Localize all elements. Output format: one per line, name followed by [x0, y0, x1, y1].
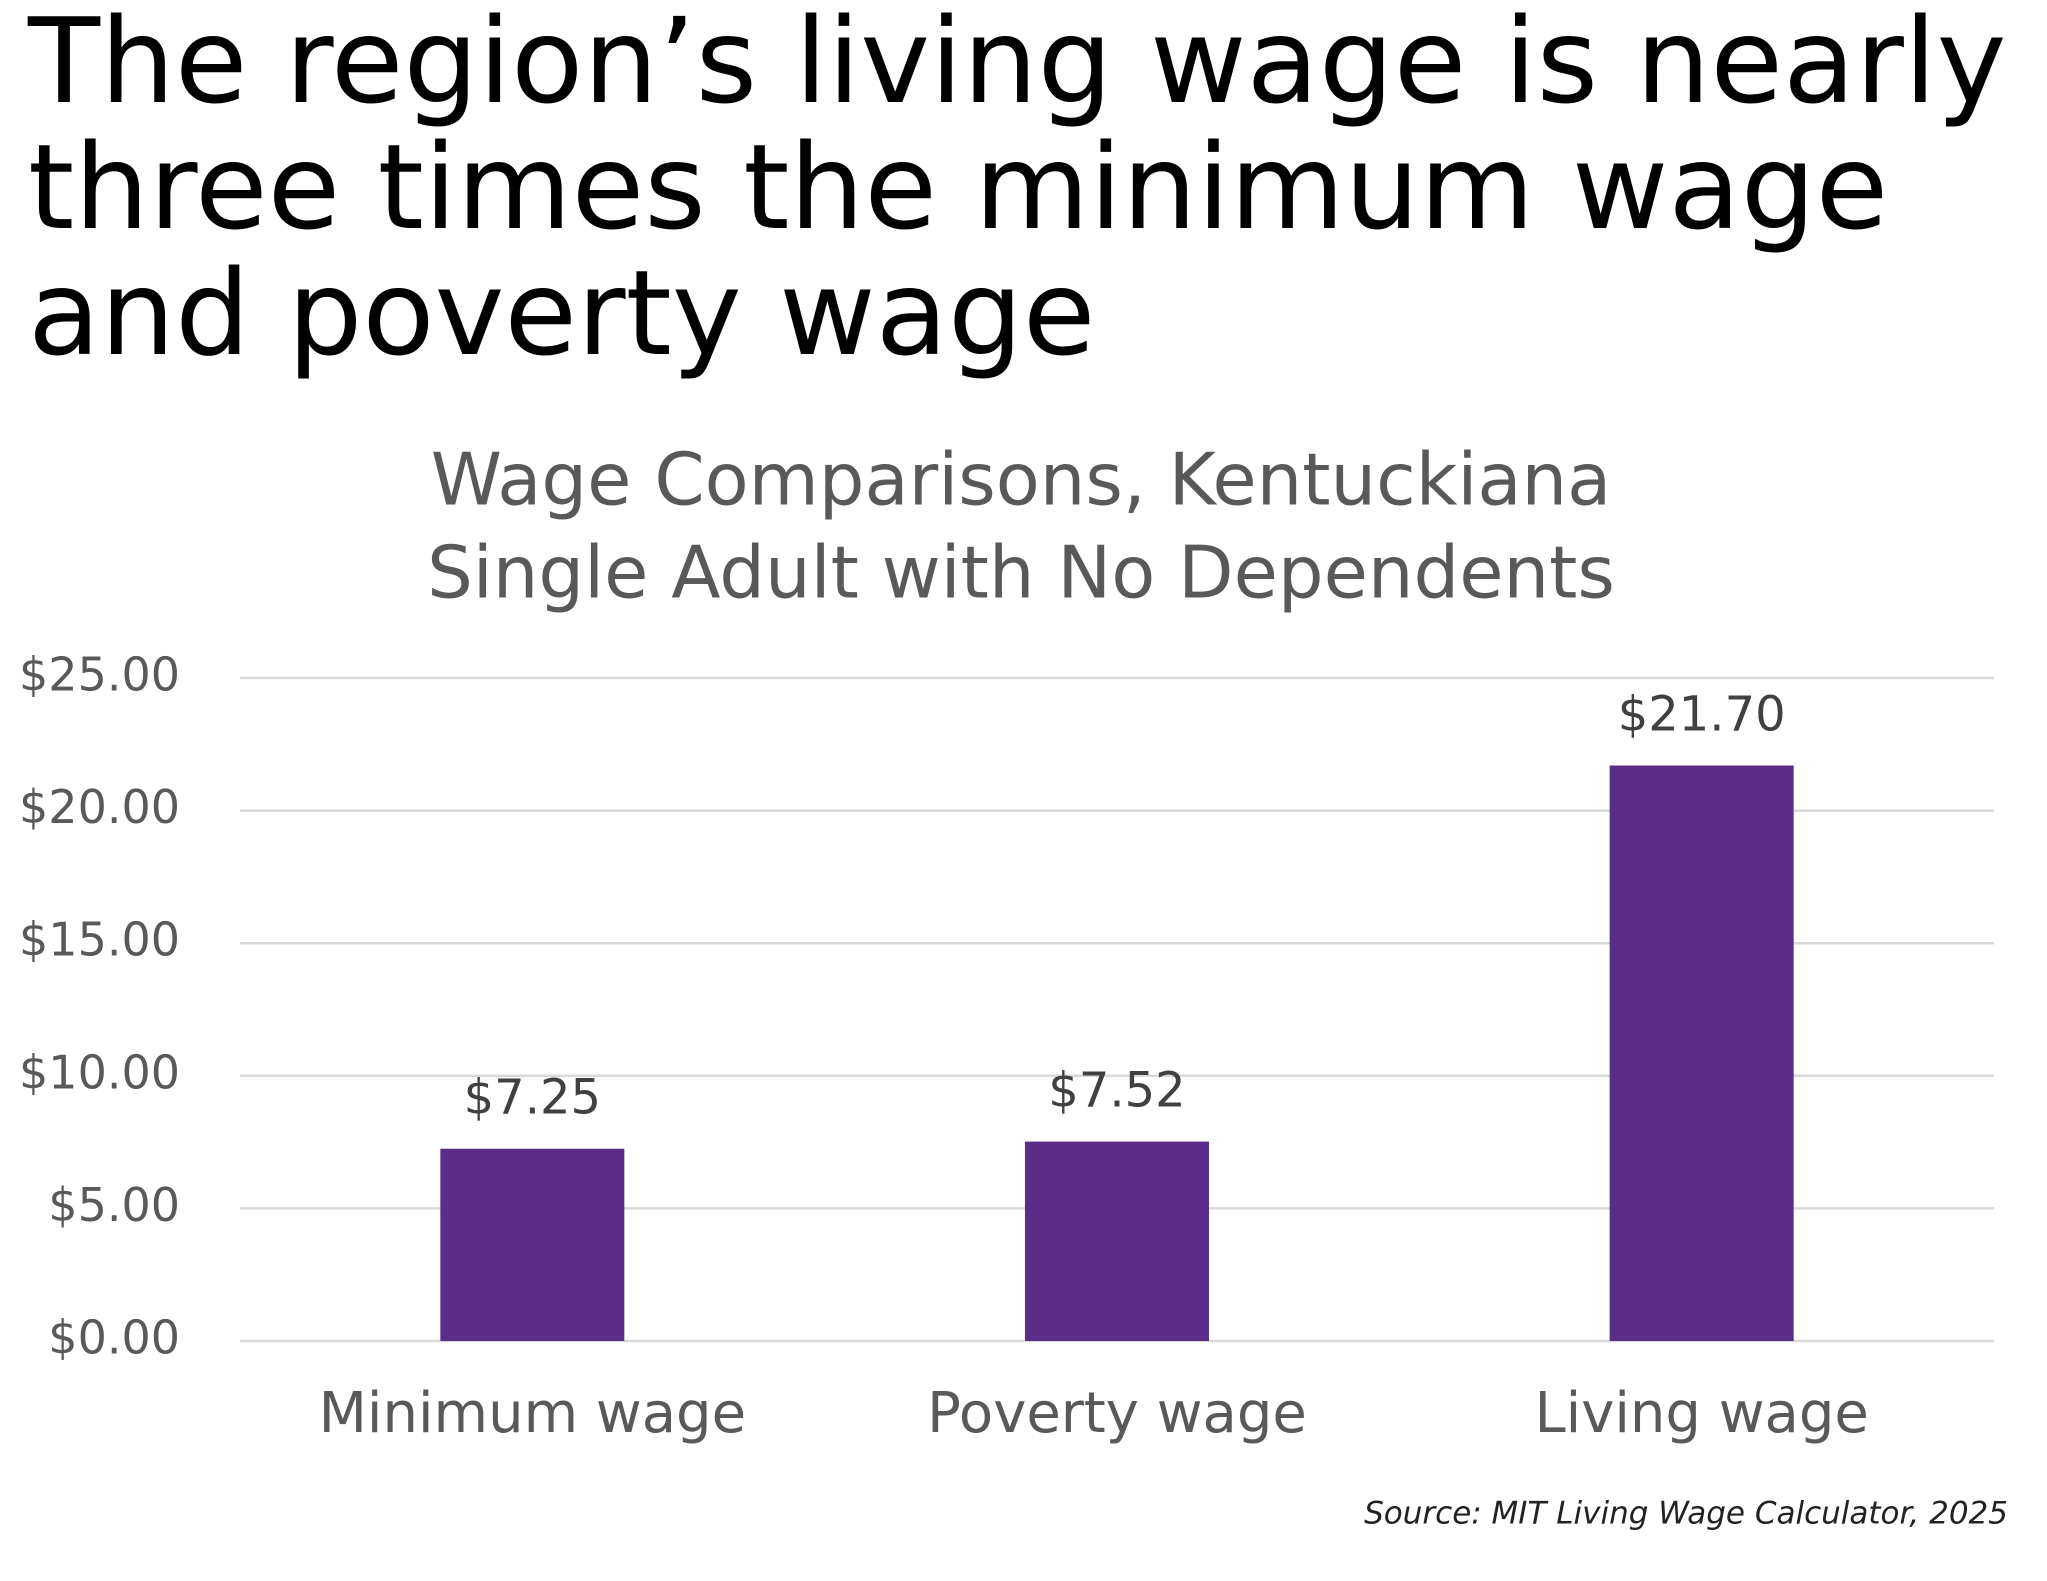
y-tick-label: $5.00 — [48, 1178, 180, 1232]
value-label: $21.70 — [1618, 687, 1786, 743]
chart-title: Wage Comparisons, Kentuckiana — [431, 438, 1612, 522]
bar — [1025, 1141, 1209, 1341]
y-tick-label: $25.00 — [19, 648, 180, 702]
y-tick-label: $15.00 — [19, 913, 180, 967]
source-note: Source: MIT Living Wage Calculator, 2025 — [1364, 1496, 2008, 1532]
y-tick-label: $0.00 — [48, 1311, 180, 1365]
y-tick-label: $20.00 — [19, 780, 180, 834]
headline: three times the minimum wage — [28, 118, 1888, 256]
chart-subtitle: Single Adult with No Dependents — [427, 531, 1615, 615]
bar — [1609, 765, 1794, 1341]
headline: The region’s living wage is nearly — [27, 0, 2006, 130]
value-label: $7.25 — [464, 1070, 601, 1126]
headline: and poverty wage — [28, 244, 1095, 382]
x-tick-label: Poverty wage — [927, 1381, 1307, 1446]
x-tick-label: Minimum wage — [319, 1381, 746, 1446]
x-tick-label: Living wage — [1534, 1381, 1868, 1446]
y-tick-label: $10.00 — [19, 1045, 180, 1099]
bar — [440, 1148, 625, 1341]
value-label: $7.52 — [1048, 1063, 1185, 1119]
